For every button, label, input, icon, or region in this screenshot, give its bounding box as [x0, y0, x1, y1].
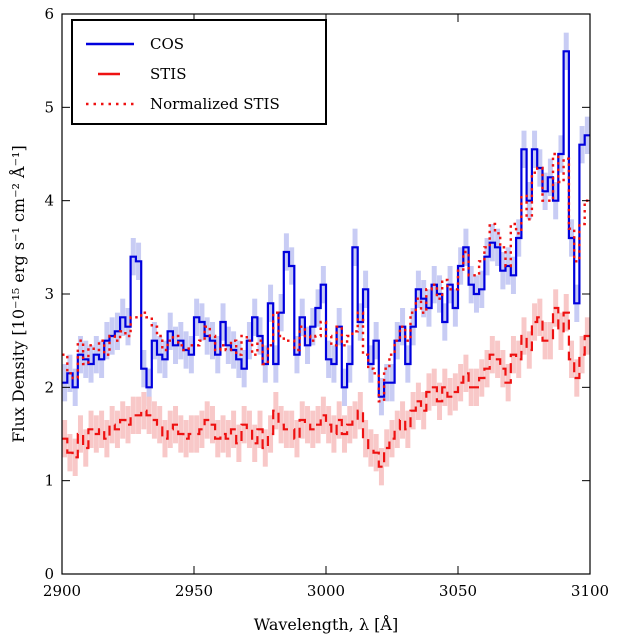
x-tick-label: 3100 — [571, 582, 609, 600]
y-tick-label: 6 — [44, 5, 54, 23]
series-lines — [62, 50, 590, 468]
normalized-stis-series-line — [62, 152, 590, 403]
y-tick-label: 0 — [44, 565, 54, 583]
axis-ticks: 2900 2950 3000 3050 3100 0 1 2 3 4 5 6 — [43, 5, 609, 600]
y-tick-label: 4 — [44, 192, 54, 210]
legend-label-cos: COS — [150, 35, 184, 53]
legend-label-stis: STIS — [150, 65, 186, 83]
x-axis-label: Wavelength, λ [Å] — [254, 614, 398, 634]
legend-label-normalized-stis: Normalized STIS — [150, 95, 280, 113]
legend-box — [71, 19, 327, 125]
y-axis-label: Flux Density [10⁻¹⁵ erg s⁻¹ cm⁻² Å⁻¹] — [8, 145, 28, 442]
x-tick-label: 3050 — [439, 582, 477, 600]
y-tick-label: 5 — [44, 98, 54, 116]
legend: COS STIS Normalized STIS — [71, 19, 327, 125]
x-tick-label: 2900 — [43, 582, 81, 600]
y-tick-label: 2 — [44, 378, 54, 396]
y-tick-label: 1 — [44, 472, 54, 490]
x-tick-label: 2950 — [175, 582, 213, 600]
y-tick-label: 3 — [44, 285, 54, 303]
x-tick-label: 3000 — [307, 582, 345, 600]
cos-series-line — [62, 50, 590, 398]
